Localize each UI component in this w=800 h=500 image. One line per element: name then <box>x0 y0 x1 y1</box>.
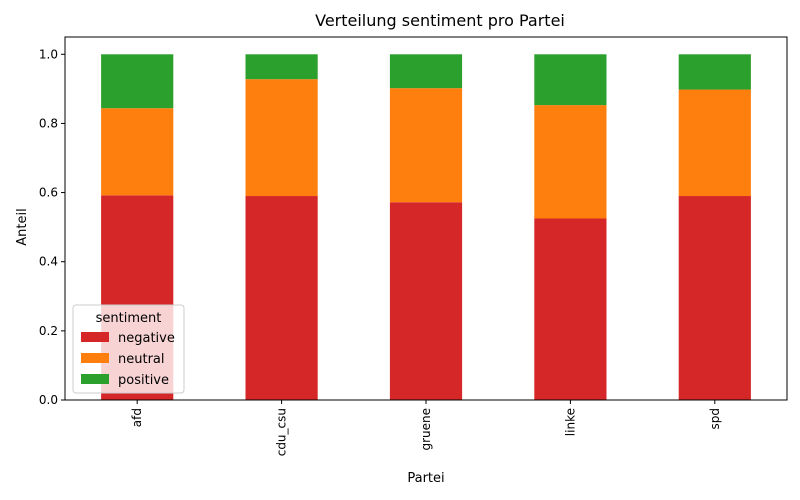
bar-afd-positive <box>101 54 174 109</box>
bars-layer <box>101 54 751 400</box>
x-tick-label: spd <box>708 408 722 430</box>
bar-linke-negative <box>534 218 607 400</box>
y-tick-label: 0.0 <box>39 393 58 407</box>
y-tick-label: 0.8 <box>39 116 58 130</box>
bar-cdu_csu-positive <box>245 54 318 80</box>
x-tick-label: gruene <box>419 408 433 451</box>
y-axis-label: Anteil <box>15 208 30 245</box>
legend-label-positive: positive <box>118 373 169 388</box>
legend-label-neutral: neutral <box>118 352 165 367</box>
bar-linke-positive <box>534 54 607 106</box>
x-tick-label: cdu_csu <box>275 408 289 456</box>
legend: sentiment negative neutral positive <box>72 304 185 394</box>
legend-title: sentiment <box>96 311 162 326</box>
legend-box <box>72 304 185 394</box>
bar-cdu_csu-negative <box>245 196 318 400</box>
axes-layer: 0.0 0.2 0.4 0.6 0.8 1.0 afd cdu_csu gruene linke s… <box>39 36 788 456</box>
x-axis-label: Partei <box>407 471 444 486</box>
chart-title: Verteilung sentiment pro Partei <box>315 11 565 30</box>
bar-linke-neutral <box>534 105 607 219</box>
y-tick-label: 1.0 <box>39 47 58 61</box>
bar-afd-neutral <box>101 108 174 196</box>
bar-gruene-negative <box>389 202 463 400</box>
bar-spd-neutral <box>678 89 751 197</box>
bar-gruene-positive <box>389 54 463 89</box>
y-tick-label: 0.2 <box>39 324 58 338</box>
bar-spd-positive <box>678 54 751 90</box>
bar-gruene-neutral <box>389 88 463 203</box>
x-tick-label: linke <box>563 408 577 436</box>
bar-spd-negative <box>678 196 751 400</box>
legend-label-negative: negative <box>118 331 175 346</box>
legend-swatch-neutral <box>81 353 109 363</box>
x-tick-label: afd <box>130 408 144 427</box>
y-tick-label: 0.4 <box>39 255 58 269</box>
legend-swatch-negative <box>81 332 109 342</box>
bar-cdu_csu-neutral <box>245 79 318 197</box>
legend-swatch-positive <box>81 374 109 384</box>
y-tick-label: 0.6 <box>39 186 58 200</box>
